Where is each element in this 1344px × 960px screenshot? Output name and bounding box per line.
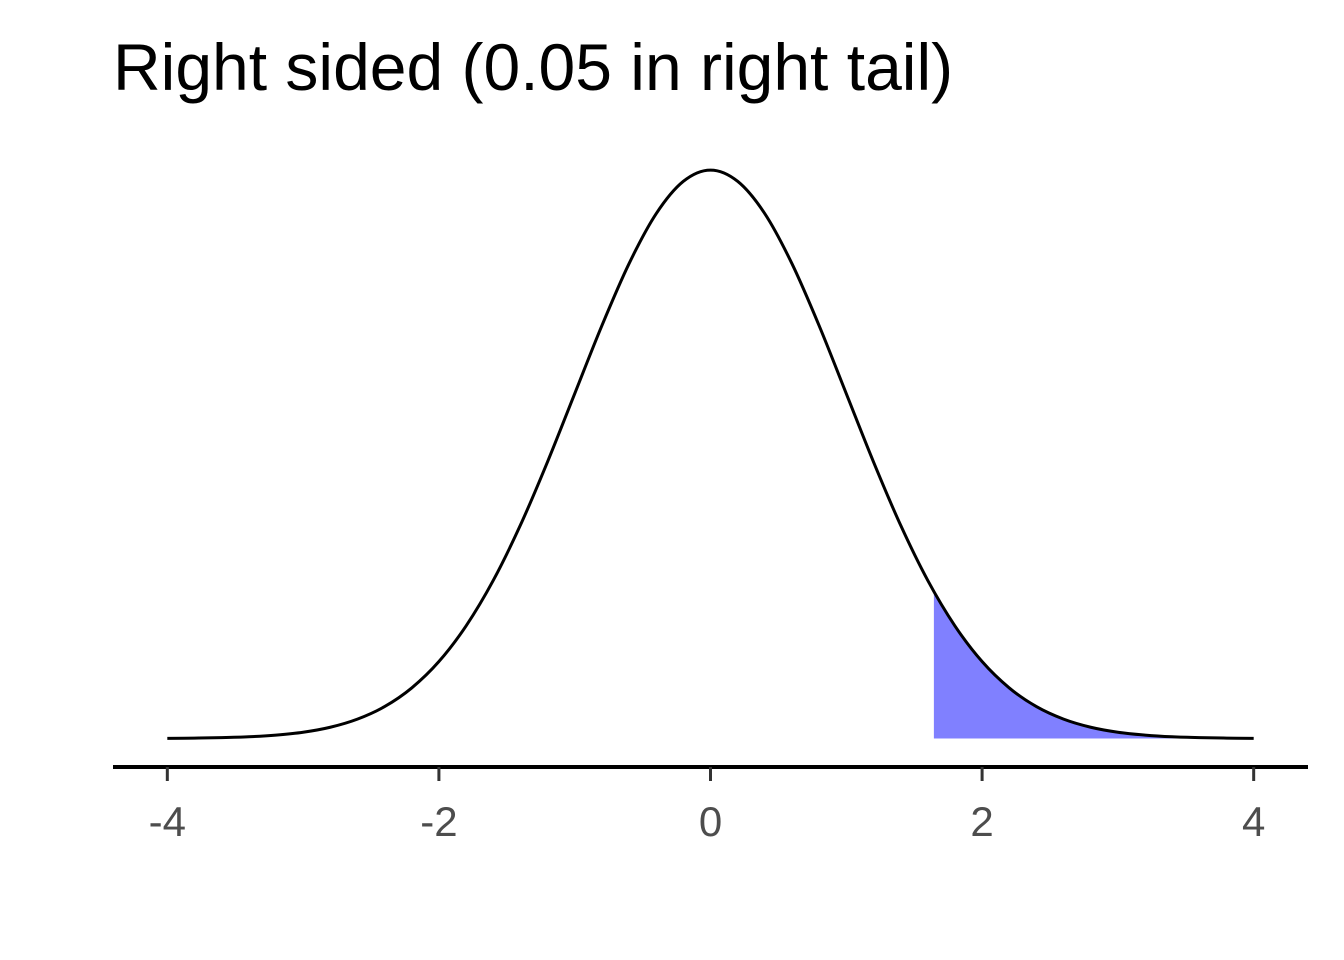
tail-area xyxy=(933,591,1254,739)
density-curve xyxy=(167,168,1254,740)
chart-title: Right sided (0.05 in right tail) xyxy=(113,30,953,104)
x-tick-label: 4 xyxy=(1242,798,1265,845)
x-tick-label: 2 xyxy=(970,798,993,845)
x-tick-label: -2 xyxy=(420,798,457,845)
x-tick-label: -4 xyxy=(149,798,186,845)
x-tick-label: 0 xyxy=(699,798,722,845)
